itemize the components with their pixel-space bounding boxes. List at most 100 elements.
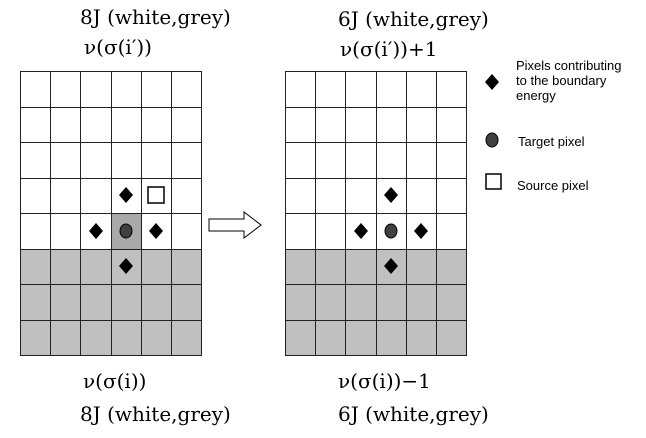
pixel-cell <box>20 213 52 250</box>
boundary-diamond-icon <box>383 187 398 204</box>
pixel-cell <box>110 71 142 108</box>
pixel-cell <box>110 319 142 356</box>
pixel-cell <box>285 177 317 214</box>
boundary-diamond-icon <box>148 222 163 239</box>
pixel-cell <box>80 71 112 108</box>
pixel-cell <box>110 284 142 321</box>
pixel-cell <box>50 284 82 321</box>
pixel-cell <box>171 284 203 321</box>
pixel-cell <box>171 142 203 179</box>
pixel-cell <box>285 248 317 285</box>
pixel-cell <box>140 71 172 108</box>
pixel-cell <box>171 213 203 250</box>
legend-contributing-label: Pixels contributing to the boundary ener… <box>516 58 622 103</box>
left-top-energy-label: 8J (white,grey) <box>80 5 231 29</box>
pixel-cell <box>20 319 52 356</box>
pixel-cell <box>171 106 203 143</box>
left-top-count-label: ν(σ(i′)) <box>84 35 152 59</box>
right-top-count-label: ν(σ(i′))+1 <box>340 37 438 61</box>
pixel-cell <box>140 142 172 179</box>
pixel-cell <box>285 142 317 179</box>
target-circle-icon <box>119 223 133 239</box>
pixel-cell <box>140 106 172 143</box>
pixel-cell <box>436 248 468 285</box>
pixel-cell <box>345 71 377 108</box>
legend-target-label: Target pixel <box>518 134 585 149</box>
pixel-cell <box>50 106 82 143</box>
pixel-cell <box>436 142 468 179</box>
pixel-cell <box>50 319 82 356</box>
pixel-cell <box>50 71 82 108</box>
pixel-cell <box>80 319 112 356</box>
pixel-cell <box>405 319 437 356</box>
pixel-cell <box>110 142 142 179</box>
pixel-cell <box>110 177 142 214</box>
pixel-cell <box>405 248 437 285</box>
right-top-energy-label: 6J (white,grey) <box>338 7 489 31</box>
source-square-icon <box>147 186 165 204</box>
pixel-cell <box>436 177 468 214</box>
boundary-diamond-icon <box>118 187 133 204</box>
pixel-cell <box>405 284 437 321</box>
pixel-cell <box>140 319 172 356</box>
pixel-cell <box>80 284 112 321</box>
pixel-cell <box>375 106 407 143</box>
boundary-diamond-icon <box>353 222 368 239</box>
pixel-cell <box>436 319 468 356</box>
pixel-cell <box>315 177 347 214</box>
pixel-cell <box>345 284 377 321</box>
pixel-cell <box>80 142 112 179</box>
transition-arrow-icon <box>208 211 262 239</box>
legend-diamond-icon <box>485 74 499 90</box>
right-pixel-grid <box>285 71 468 356</box>
pixel-cell <box>315 106 347 143</box>
pixel-cell <box>315 142 347 179</box>
pixel-cell <box>375 71 407 108</box>
pixel-cell <box>315 248 347 285</box>
pixel-cell <box>171 248 203 285</box>
pixel-cell <box>20 248 52 285</box>
pixel-cell <box>50 177 82 214</box>
pixel-cell <box>345 106 377 143</box>
pixel-cell <box>405 106 437 143</box>
target-circle-icon <box>384 223 398 239</box>
pixel-cell <box>436 284 468 321</box>
pixel-cell <box>80 248 112 285</box>
pixel-cell <box>171 71 203 108</box>
boundary-diamond-icon <box>413 222 428 239</box>
pixel-cell <box>20 284 52 321</box>
pixel-cell <box>80 106 112 143</box>
pixel-cell <box>375 319 407 356</box>
pixel-cell <box>436 213 468 250</box>
pixel-cell <box>345 248 377 285</box>
pixel-cell <box>345 213 377 250</box>
pixel-cell <box>285 106 317 143</box>
pixel-cell <box>315 284 347 321</box>
pixel-cell <box>436 71 468 108</box>
legend-source-square-icon <box>485 173 502 190</box>
pixel-cell <box>436 106 468 143</box>
pixel-cell <box>285 319 317 356</box>
left-bottom-energy-label: 8J (white,grey) <box>80 402 231 426</box>
pixel-cell <box>315 213 347 250</box>
pixel-cell <box>50 248 82 285</box>
pixel-cell <box>80 177 112 214</box>
pixel-cell <box>345 319 377 356</box>
pixel-cell <box>110 106 142 143</box>
pixel-cell <box>405 177 437 214</box>
pixel-cell <box>140 248 172 285</box>
boundary-diamond-icon <box>118 258 133 275</box>
pixel-cell <box>20 142 52 179</box>
pixel-cell <box>345 142 377 179</box>
pixel-cell <box>50 213 82 250</box>
pixel-cell <box>405 142 437 179</box>
pixel-cell <box>285 213 317 250</box>
left-pixel-grid <box>20 71 203 356</box>
pixel-cell <box>171 319 203 356</box>
boundary-diamond-icon <box>383 258 398 275</box>
pixel-cell <box>20 71 52 108</box>
legend-target-circle-icon <box>485 132 499 148</box>
pixel-cell <box>315 71 347 108</box>
pixel-cell <box>20 106 52 143</box>
left-bottom-count-label: ν(σ(i)) <box>83 369 147 393</box>
